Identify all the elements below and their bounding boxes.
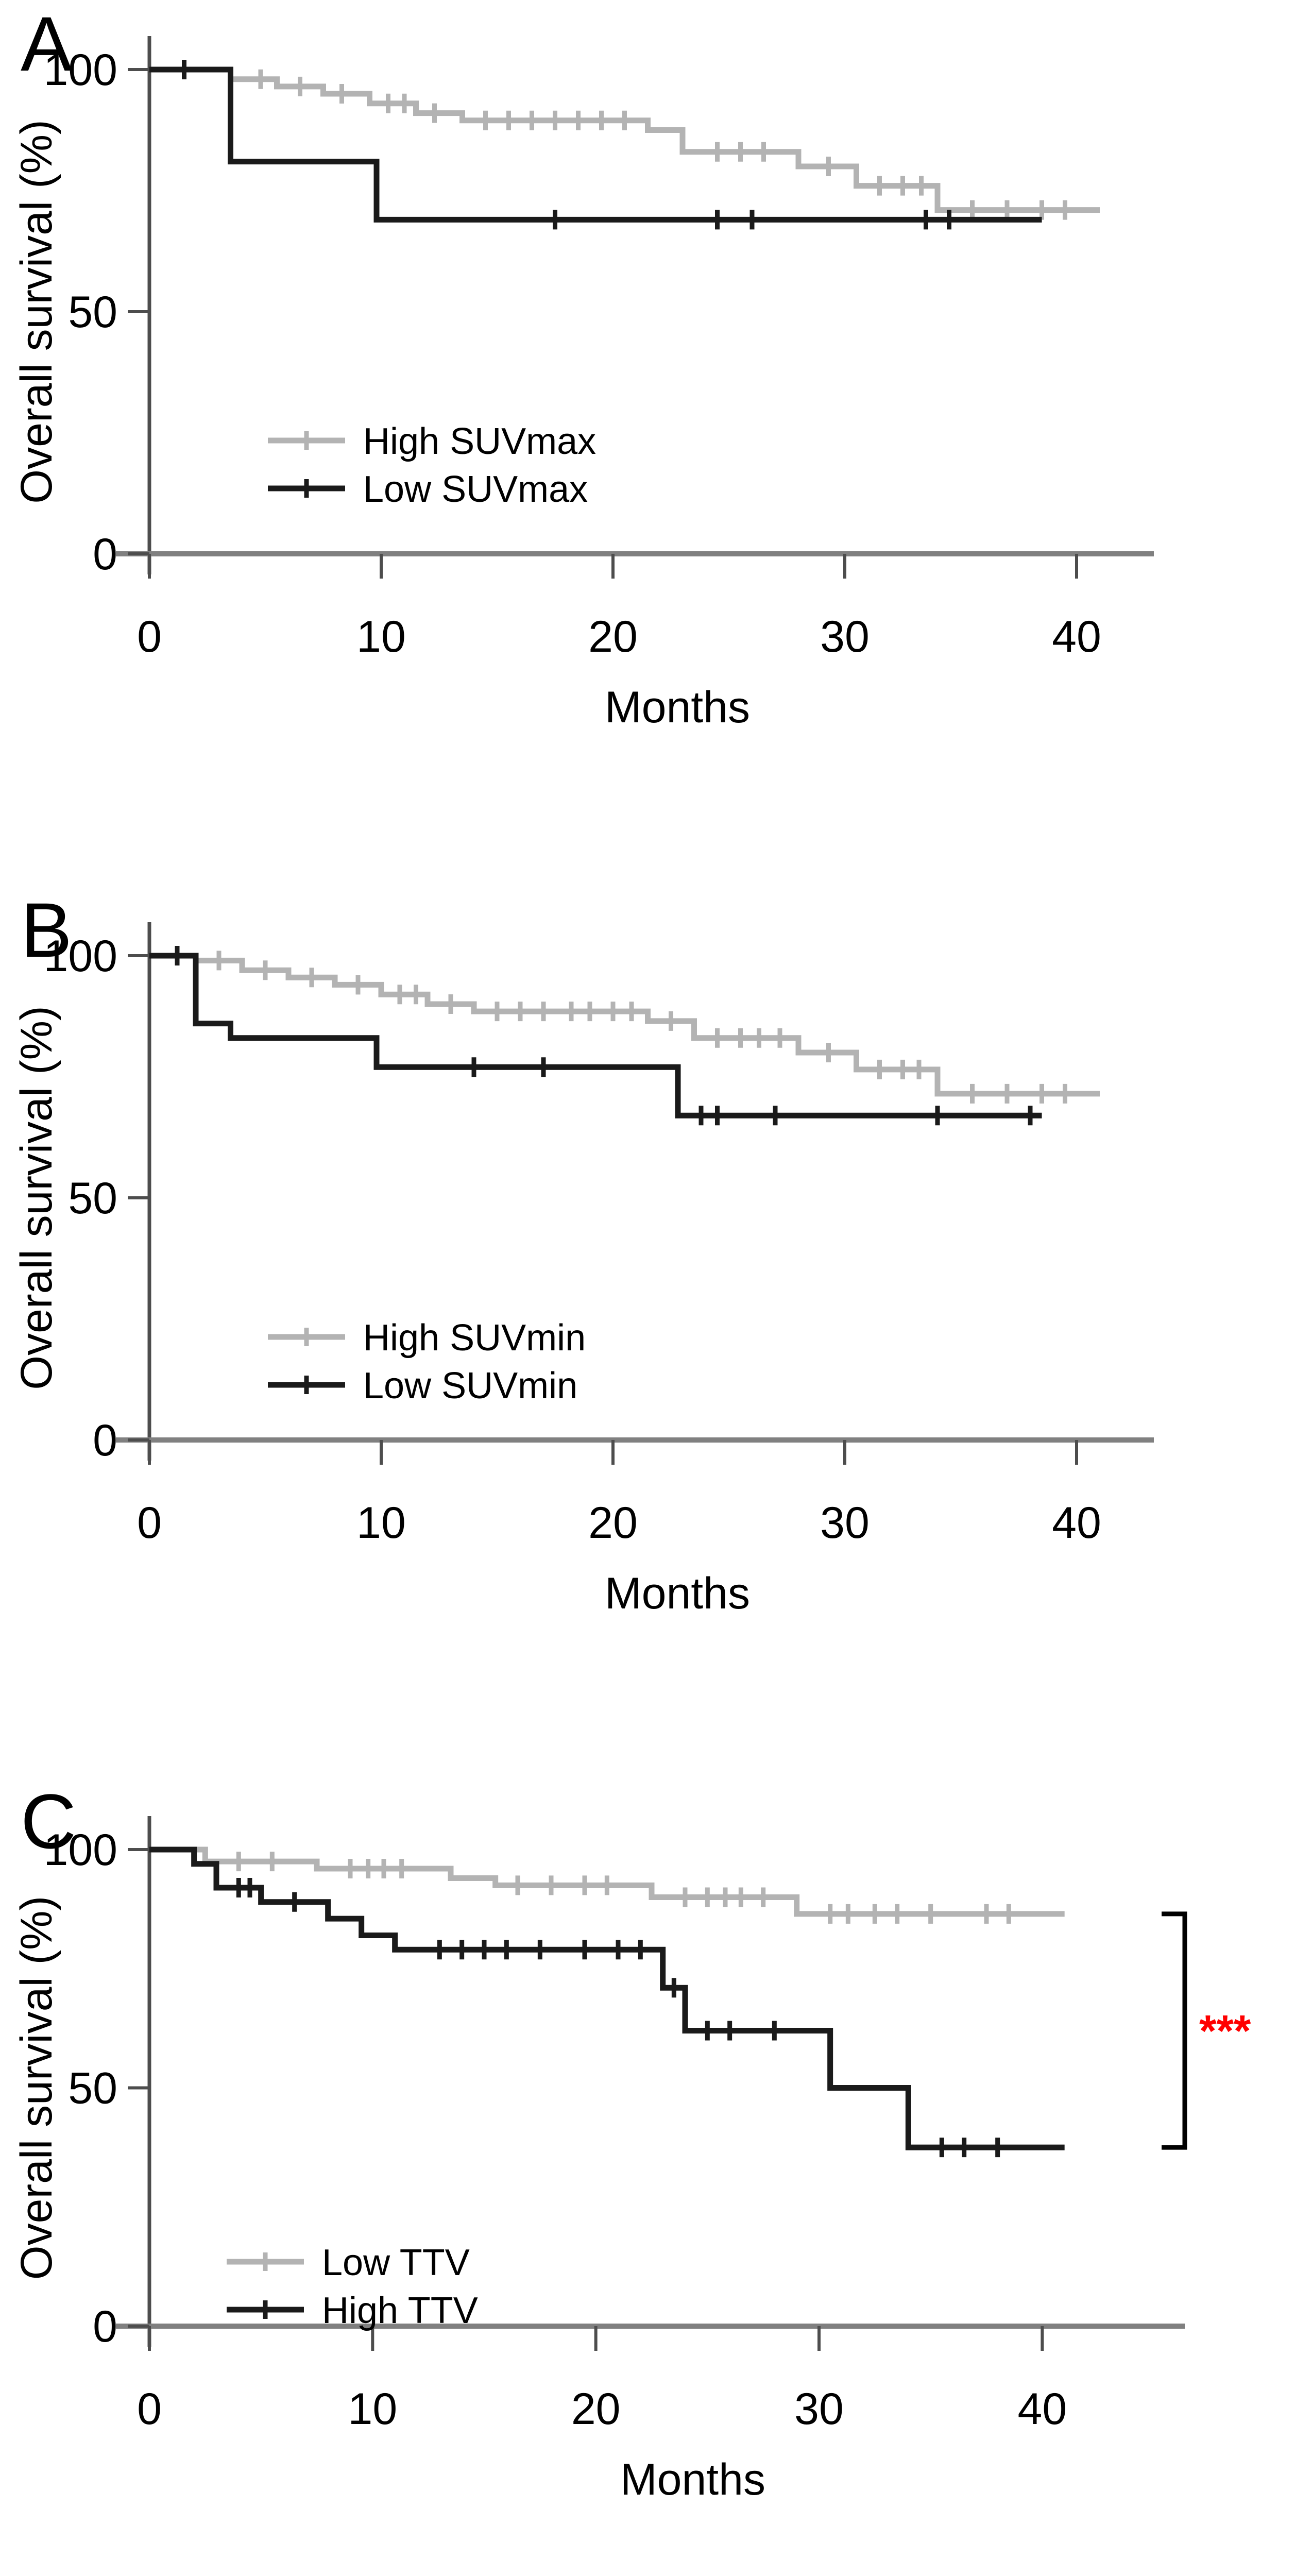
legend-label: Low TTV (322, 2242, 470, 2283)
x-tick-label: 0 (137, 1498, 162, 1548)
legend-label: High SUVmin (363, 1317, 586, 1359)
survival-curve-secondary (149, 1846, 1065, 2150)
y-tick-label: 0 (93, 530, 117, 579)
panel-c-letter: C (21, 1778, 77, 1865)
survival-curve-secondary (149, 953, 1042, 1118)
x-tick-label: 20 (588, 1498, 638, 1548)
x-tick-label: 10 (356, 612, 406, 662)
y-tick-label: 50 (68, 287, 117, 337)
y-tick-label: 0 (93, 1416, 117, 1465)
significance-bracket (1162, 1911, 1187, 2150)
panel-a-letter: A (21, 1, 73, 87)
x-tick-label: 0 (137, 612, 162, 662)
y-tick-label: 50 (68, 1174, 117, 1223)
x-tick-label: 30 (820, 1498, 870, 1548)
survival-curve-secondary (149, 66, 1042, 223)
survival-curve-primary (149, 66, 1100, 213)
y-tick-label: 50 (68, 2064, 117, 2113)
x-tick-label: 10 (348, 2384, 397, 2434)
x-tick-label: 40 (1052, 1498, 1101, 1548)
panel-c-plot: 0 50 100 0 10 20 30 40 Months Overall survival (%… (12, 1816, 1251, 2504)
x-tick-label: 40 (1017, 2384, 1067, 2434)
panel-b: B 0 50 100 0 10 20 30 40 Months Overall survival … (0, 886, 1295, 1777)
y-tick-label: 100 (44, 45, 118, 95)
legend-label: Low SUVmin (363, 1365, 577, 1406)
x-axis-title: Months (605, 1569, 750, 1618)
panel-b-letter: B (21, 887, 73, 973)
x-axis-title: Months (605, 683, 750, 732)
panel-b-plot: 0 50 100 0 10 20 30 40 Months Overall survival (%… (12, 922, 1154, 1618)
panel-a: A 0 50 100 0 10 20 30 40 Months Overall survival … (0, 0, 1295, 886)
legend-label: Low SUVmax (363, 469, 588, 510)
y-axis-title: Overall survival (%) (12, 1896, 61, 2280)
survival-curve-primary (149, 1846, 1065, 1917)
y-axis-title: Overall survival (%) (12, 120, 61, 503)
x-tick-label: 30 (820, 612, 870, 662)
x-tick-label: 40 (1052, 612, 1101, 662)
x-tick-label: 30 (794, 2384, 844, 2434)
panel-a-plot: 0 50 100 0 10 20 30 40 Months Overall survival (%… (12, 36, 1154, 732)
x-tick-label: 0 (137, 2384, 162, 2434)
legend-label: High TTV (322, 2290, 478, 2331)
y-tick-label: 100 (44, 931, 118, 981)
significance-asterisks: *** (1199, 2007, 1251, 2056)
x-tick-label: 20 (571, 2384, 621, 2434)
x-tick-label: 10 (356, 1498, 406, 1548)
x-axis-title: Months (620, 2455, 765, 2504)
panel-c: C 0 50 100 0 10 20 30 40 Months Overall survival … (0, 1777, 1295, 2576)
survival-curve-primary (149, 953, 1100, 1097)
y-tick-label: 0 (93, 2302, 117, 2351)
x-tick-label: 20 (588, 612, 638, 662)
y-axis-title: Overall survival (%) (12, 1006, 61, 1389)
legend-label: High SUVmax (363, 421, 596, 462)
y-tick-label: 100 (44, 1825, 118, 1875)
